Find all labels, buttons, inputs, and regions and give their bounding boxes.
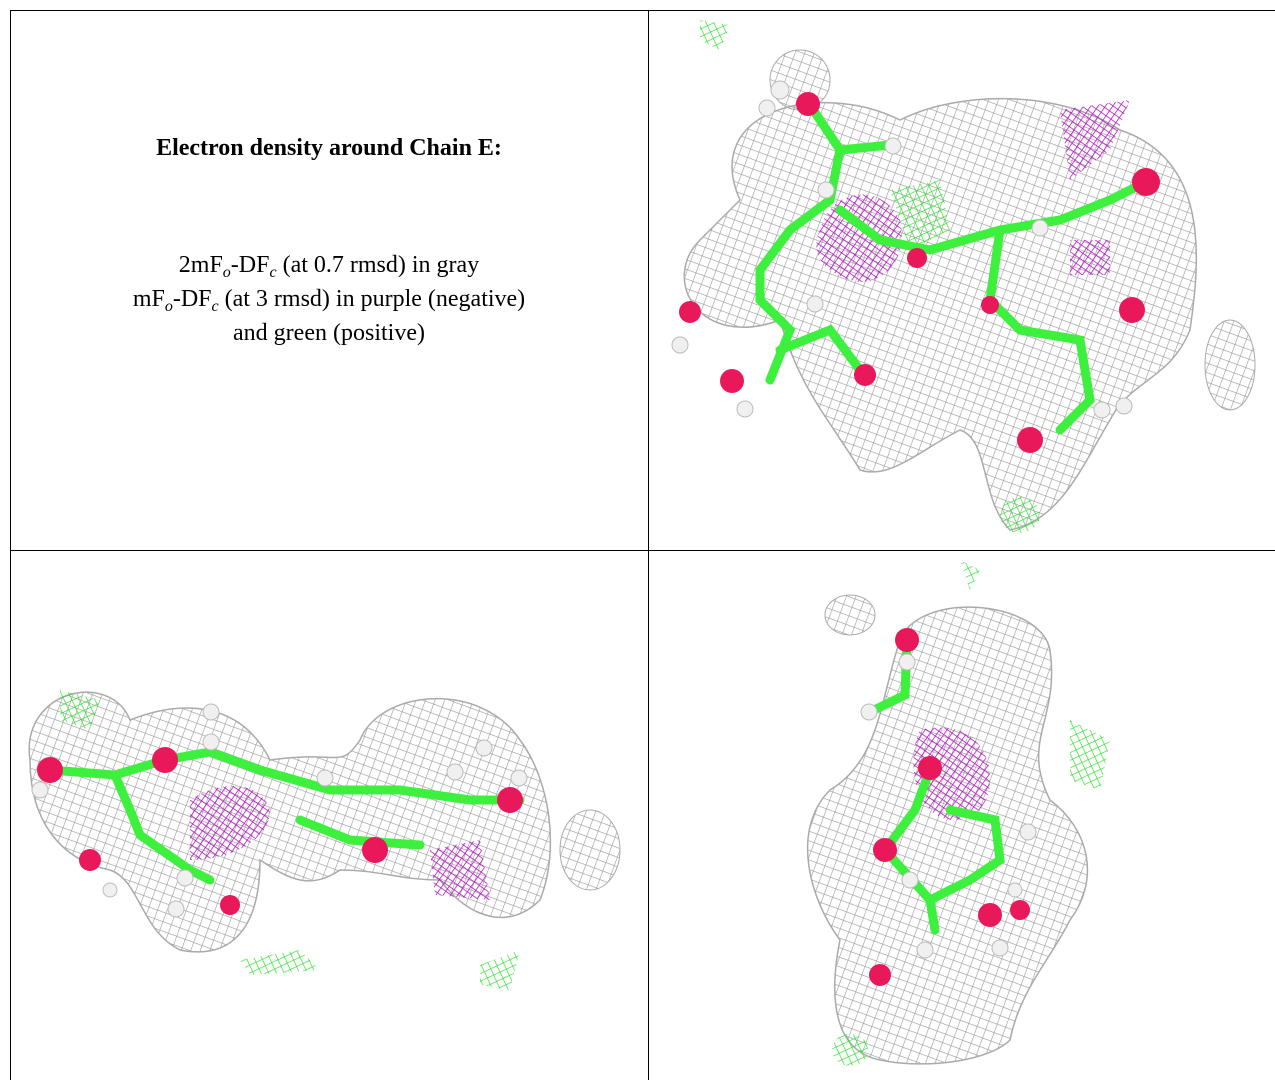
density-view-3 (808, 560, 1110, 1066)
caption-line: mFo-DFc (at 3 rmsd) in purple (negative) (10, 282, 648, 316)
shape (511, 770, 527, 786)
shape (560, 810, 620, 890)
shape (759, 100, 775, 116)
shape (1132, 168, 1160, 196)
subscript: c (212, 298, 219, 315)
shape (1094, 402, 1110, 418)
shape (796, 92, 820, 116)
shape (1010, 900, 1030, 920)
shape (992, 940, 1008, 956)
page: Electron density around Chain E: 2mFo-DF… (0, 0, 1275, 1080)
shape (899, 654, 915, 670)
shape (1032, 220, 1048, 236)
shape (873, 838, 897, 862)
shape (177, 870, 193, 886)
caption-title: Electron density around Chain E: (10, 135, 648, 162)
text: (at 0.7 rmsd) in gray (277, 252, 480, 278)
shape (672, 337, 688, 353)
shape (497, 787, 523, 813)
shape (1070, 240, 1110, 275)
shape (818, 182, 834, 198)
shape (960, 560, 980, 590)
shape (37, 757, 63, 783)
shape (152, 747, 178, 773)
shape (861, 704, 877, 720)
shape (29, 692, 550, 952)
shape (240, 950, 320, 975)
caption-cell: Electron density around Chain E: 2mFo-DF… (10, 10, 648, 550)
shape (930, 900, 935, 930)
shape (476, 740, 492, 756)
subscript: o (165, 298, 173, 315)
density-view-1 (672, 20, 1255, 533)
shape (720, 369, 744, 393)
shape (840, 145, 890, 150)
shape (885, 138, 901, 154)
shape (1070, 720, 1110, 790)
shape (1000, 497, 1040, 533)
shape (168, 901, 184, 917)
shape (825, 595, 875, 635)
shape (1119, 297, 1145, 323)
shape (807, 296, 823, 312)
caption-line: and green (positive) (10, 316, 648, 350)
text: -DF (231, 252, 270, 278)
density-view-2 (29, 690, 620, 990)
shape (79, 849, 101, 871)
subscript: c (269, 264, 276, 281)
shape (902, 872, 918, 888)
caption-line: 2mFo-DFc (at 0.7 rmsd) in gray (10, 248, 648, 282)
shape (203, 734, 219, 750)
shape (203, 704, 219, 720)
shape (1008, 883, 1022, 897)
shape (1020, 824, 1036, 840)
shape (869, 964, 891, 986)
shape (103, 883, 117, 897)
shape (362, 837, 388, 863)
shape (737, 401, 753, 417)
shape (854, 364, 876, 386)
shape (684, 99, 1196, 530)
shape (220, 895, 240, 915)
shape (895, 628, 919, 652)
shape (771, 81, 789, 99)
shape (808, 607, 1088, 1064)
shape (430, 840, 490, 900)
caption-body: 2mFo-DFc (at 0.7 rmsd) in gray mFo-DFc (… (10, 248, 648, 350)
shape (679, 301, 701, 323)
shape (978, 903, 1002, 927)
shape (32, 782, 48, 798)
shape (447, 764, 463, 780)
shape (981, 296, 999, 314)
shape (1205, 320, 1255, 410)
text: mF (133, 286, 165, 312)
shape (480, 950, 520, 990)
shape (918, 756, 942, 780)
shape (832, 1034, 868, 1066)
text: 2mF (179, 252, 223, 278)
shape (1116, 398, 1132, 414)
shape (317, 770, 333, 786)
shape (907, 248, 927, 268)
text: -DF (173, 286, 212, 312)
shape (917, 942, 933, 958)
subscript: o (223, 264, 231, 281)
shape (1017, 427, 1043, 453)
shape (700, 20, 730, 50)
text: (at 3 rmsd) in purple (negative) (219, 286, 526, 312)
